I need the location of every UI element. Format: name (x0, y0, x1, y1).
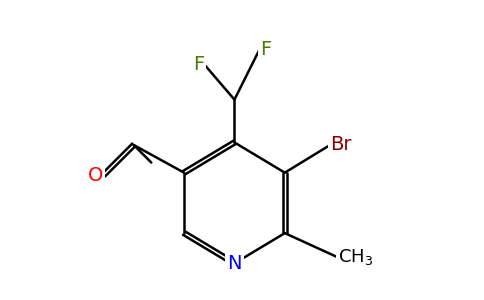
Text: F: F (193, 55, 204, 74)
Text: F: F (259, 40, 271, 59)
Text: N: N (227, 254, 242, 273)
Text: CH$_3$: CH$_3$ (338, 247, 373, 267)
Text: O: O (88, 166, 104, 185)
Text: Br: Br (330, 136, 352, 154)
